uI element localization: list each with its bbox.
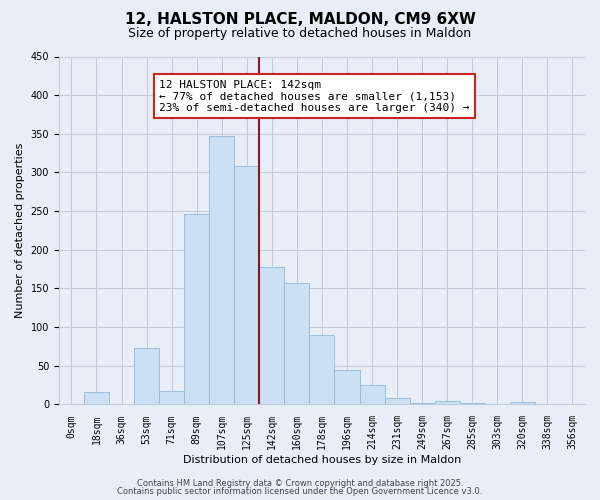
Bar <box>259 267 284 404</box>
Bar <box>284 283 310 405</box>
Text: Size of property relative to detached houses in Maldon: Size of property relative to detached ho… <box>128 28 472 40</box>
Bar <box>84 392 109 404</box>
Bar <box>159 392 184 404</box>
Bar <box>510 402 535 404</box>
Bar <box>310 335 334 404</box>
Bar <box>460 403 485 404</box>
Text: 12, HALSTON PLACE, MALDON, CM9 6XW: 12, HALSTON PLACE, MALDON, CM9 6XW <box>125 12 475 28</box>
Bar <box>434 400 460 404</box>
Bar <box>410 403 434 404</box>
Text: 12 HALSTON PLACE: 142sqm
← 77% of detached houses are smaller (1,153)
23% of sem: 12 HALSTON PLACE: 142sqm ← 77% of detach… <box>159 80 470 113</box>
Bar <box>385 398 410 404</box>
Bar <box>359 385 385 404</box>
Bar <box>209 136 234 404</box>
Bar <box>134 348 159 405</box>
Bar <box>184 214 209 404</box>
Bar <box>234 166 259 404</box>
X-axis label: Distribution of detached houses by size in Maldon: Distribution of detached houses by size … <box>183 455 461 465</box>
Bar <box>334 370 359 404</box>
Y-axis label: Number of detached properties: Number of detached properties <box>15 143 25 318</box>
Text: Contains public sector information licensed under the Open Government Licence v3: Contains public sector information licen… <box>118 487 482 496</box>
Text: Contains HM Land Registry data © Crown copyright and database right 2025.: Contains HM Land Registry data © Crown c… <box>137 480 463 488</box>
